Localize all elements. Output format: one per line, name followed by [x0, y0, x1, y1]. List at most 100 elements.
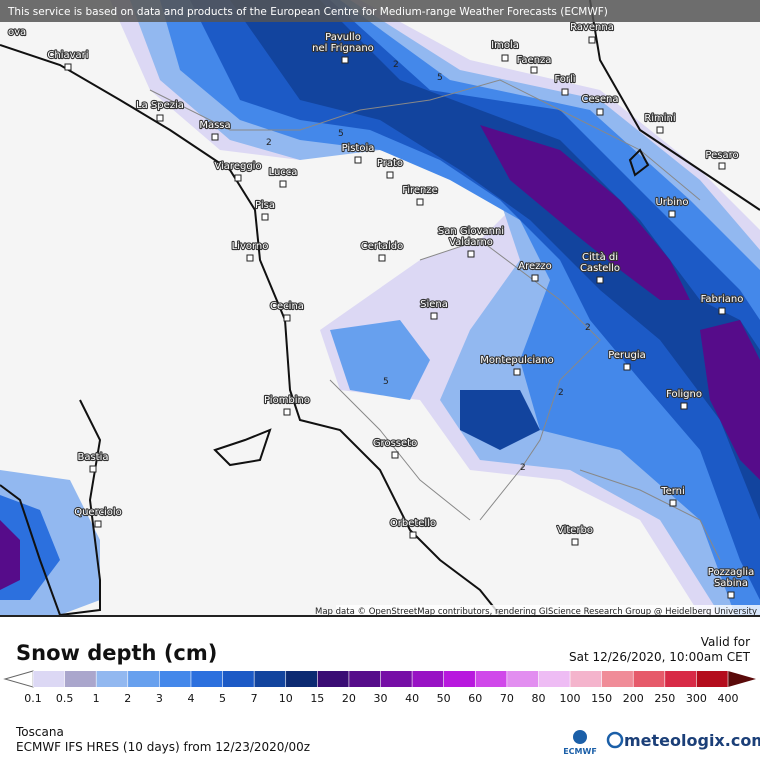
- colorbar-label: 0.5: [56, 692, 74, 705]
- city-label: Fabriano: [701, 294, 744, 305]
- attribution: Map data © OpenStreetMap contributors, r…: [315, 607, 757, 617]
- city-label: Faenza: [517, 55, 552, 66]
- city-marker: [596, 276, 604, 284]
- city-marker: [354, 156, 362, 164]
- colorbar-swatch: [538, 671, 571, 687]
- city-marker: [501, 54, 509, 62]
- colorbar-arrow-high: [728, 671, 756, 687]
- city-label: Grosseto: [373, 438, 417, 449]
- colorbar-swatch: [506, 671, 539, 687]
- colorbar-swatch: [348, 671, 381, 687]
- city-marker: [94, 520, 102, 528]
- city-label: Sabina: [714, 578, 748, 589]
- city-label: Viareggio: [214, 161, 261, 172]
- colorbar-label: 4: [187, 692, 194, 705]
- colorbar-label: 60: [468, 692, 482, 705]
- colorbar-swatch: [64, 671, 97, 687]
- city-marker: [669, 499, 677, 507]
- city-marker: [391, 451, 399, 459]
- ecmwf-logo: [573, 730, 587, 744]
- city-label: Pavullo: [325, 32, 361, 43]
- city-marker: [156, 114, 164, 122]
- city-marker: [246, 254, 254, 262]
- city-marker: [430, 312, 438, 320]
- city-label: San Giovanni: [438, 226, 504, 237]
- city-label: Forlì: [554, 73, 575, 85]
- city-label: Querciolo: [74, 507, 122, 518]
- legend-title: Snow depth (cm): [16, 641, 217, 665]
- colorbar-label: 300: [686, 692, 707, 705]
- city-label: Cesena: [582, 94, 619, 105]
- city-label: nel Frignano: [312, 43, 374, 54]
- contour-label: 2: [585, 323, 591, 333]
- colorbar-swatch: [222, 671, 255, 687]
- city-marker: [409, 531, 417, 539]
- contour-label: 5: [338, 129, 344, 139]
- city-label: Terni: [660, 486, 685, 497]
- colorbar-swatch: [412, 671, 445, 687]
- colorbar-swatch: [475, 671, 508, 687]
- colorbar-swatch: [190, 671, 224, 687]
- colorbar-label: 100: [560, 692, 581, 705]
- model: ECMWF IFS HRES (10 days) from 12/23/2020…: [16, 740, 310, 754]
- colorbar-swatch: [696, 671, 729, 687]
- city-marker: [513, 368, 521, 376]
- city-label: Cecina: [270, 301, 304, 312]
- notice-bar: [0, 0, 760, 22]
- coastline: [0, 0, 760, 617]
- colorbar-swatch: [570, 671, 603, 687]
- valid-label: Valid for: [701, 635, 750, 649]
- colorbar-label: 15: [310, 692, 324, 705]
- city-marker: [727, 591, 735, 599]
- colorbar-label: 3: [156, 692, 163, 705]
- city-marker: [588, 36, 596, 44]
- colorbar-swatch: [443, 671, 476, 687]
- city-label: Certaldo: [361, 241, 404, 252]
- city-label: Orbetello: [390, 518, 436, 529]
- colorbar-label: 20: [342, 692, 356, 705]
- contour-label: 2: [558, 388, 564, 398]
- city-marker: [680, 402, 688, 410]
- colorbar-label: 200: [623, 692, 644, 705]
- city-label: Montepulciano: [480, 355, 553, 366]
- colorbar-label: 0.1: [24, 692, 42, 705]
- city-marker: [386, 171, 394, 179]
- city-marker: [596, 108, 604, 116]
- colorbar-swatch: [633, 671, 666, 687]
- colorbar-arrow-low: [3, 670, 34, 688]
- city-label: Chiavari: [47, 50, 88, 61]
- colorbar: 0.1 0.5 1 2 3 4 5 7 10 15 20 30 40 50 60 70 80 100 150 200 2…: [3, 670, 756, 705]
- brand-logo: [606, 731, 624, 749]
- city-marker: [378, 254, 386, 262]
- city-marker: [656, 126, 664, 134]
- contour-label: 2: [266, 138, 272, 148]
- city-marker: [341, 56, 349, 64]
- snow-areas: [0, 0, 760, 615]
- region: Toscana: [15, 725, 64, 739]
- attribution-bg: [336, 605, 760, 616]
- city-label: Viterbo: [557, 525, 593, 536]
- ecmwf-text: ECMWF: [563, 747, 597, 756]
- notice: This service is based on data and produc…: [7, 6, 608, 18]
- city-label: Urbino: [655, 197, 688, 208]
- colorbar-label: 150: [591, 692, 612, 705]
- city-label: Piombino: [264, 395, 310, 406]
- city-marker: [623, 363, 631, 371]
- colorbar-swatch: [380, 671, 413, 687]
- colorbar-label: 1: [93, 692, 100, 705]
- city-marker: [718, 162, 726, 170]
- city-marker: [234, 174, 242, 182]
- colorbar-label: 7: [251, 692, 258, 705]
- city-marker: [531, 274, 539, 282]
- contour-label: 2: [393, 60, 399, 70]
- colorbar-label: 80: [531, 692, 545, 705]
- city-label: ova: [8, 27, 26, 38]
- city-label: Lucca: [269, 167, 298, 178]
- city-marker: [261, 213, 269, 221]
- city-marker: [571, 538, 579, 546]
- colorbar-swatch: [96, 671, 129, 687]
- city-marker: [530, 66, 538, 74]
- colorbar-label: 30: [374, 692, 388, 705]
- city-label: Castello: [580, 263, 620, 274]
